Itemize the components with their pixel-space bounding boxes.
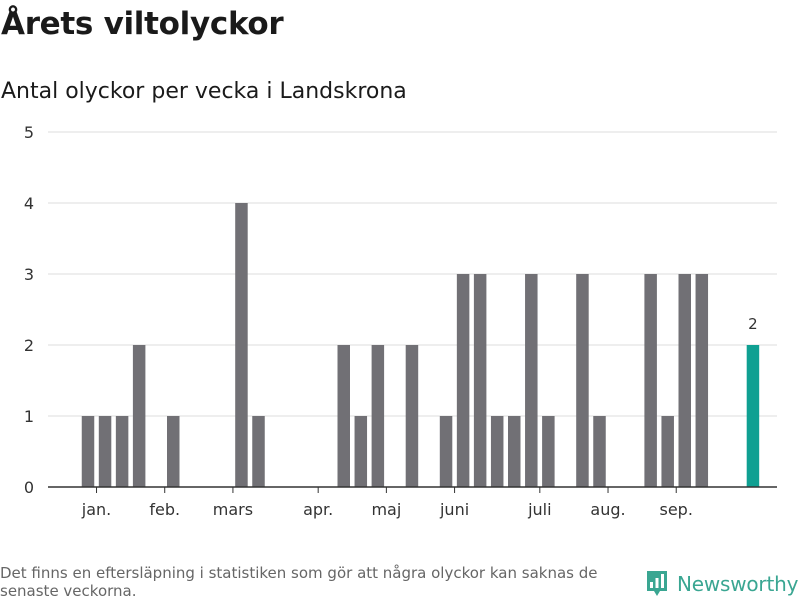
bar bbox=[439, 416, 453, 487]
brand-name: Newsworthy bbox=[677, 572, 799, 596]
newsworthy-logo-icon bbox=[647, 571, 667, 596]
bar bbox=[661, 416, 674, 487]
brand: Newsworthy bbox=[645, 569, 798, 599]
y-tick-label: 3 bbox=[24, 265, 34, 284]
bar bbox=[576, 274, 589, 487]
bar bbox=[525, 274, 538, 487]
bar bbox=[473, 274, 487, 487]
x-tick-label: apr. bbox=[303, 500, 333, 519]
bar bbox=[98, 416, 112, 487]
bar bbox=[678, 274, 691, 487]
bar bbox=[456, 274, 470, 487]
bar bbox=[644, 274, 657, 487]
y-tick-label: 2 bbox=[24, 336, 34, 355]
x-tick-label: sep. bbox=[660, 500, 693, 519]
y-tick-label: 1 bbox=[24, 407, 34, 426]
bar bbox=[81, 416, 95, 487]
bar bbox=[235, 203, 248, 487]
footnote: Det finns en eftersläpning i statistiken… bbox=[0, 564, 598, 600]
bar bbox=[593, 416, 606, 487]
x-tick-label: juni bbox=[439, 500, 469, 519]
bar bbox=[371, 345, 385, 487]
bar bbox=[167, 416, 180, 487]
bar bbox=[508, 416, 521, 487]
bar bbox=[252, 416, 265, 487]
bar bbox=[132, 345, 146, 487]
x-tick-label: aug. bbox=[590, 500, 625, 519]
chart-title: Årets viltolyckor bbox=[1, 6, 284, 42]
bar bbox=[115, 416, 129, 487]
bar bbox=[354, 416, 368, 487]
bar bbox=[695, 274, 709, 487]
bar bbox=[405, 345, 419, 487]
x-tick-label: feb. bbox=[149, 500, 180, 519]
data-label: 2 bbox=[748, 315, 758, 333]
y-tick-label: 5 bbox=[24, 123, 34, 142]
y-tick-label: 0 bbox=[24, 478, 34, 497]
bar bbox=[337, 345, 350, 487]
x-tick-label: jan. bbox=[81, 500, 111, 519]
bar bbox=[746, 345, 760, 487]
y-tick-label: 4 bbox=[24, 194, 34, 213]
bar bbox=[490, 416, 504, 487]
bar bbox=[542, 416, 555, 487]
x-tick-label: mars bbox=[213, 500, 253, 519]
bar-chart: 0 1 2 3 4 5 2 jan. feb. mars apr. maj juni juli aug. se… bbox=[24, 123, 777, 519]
chart-subtitle: Antal olyckor per vecka i Landskrona bbox=[1, 79, 407, 104]
x-tick-label: maj bbox=[371, 500, 401, 519]
x-tick-label: juli bbox=[527, 500, 551, 519]
